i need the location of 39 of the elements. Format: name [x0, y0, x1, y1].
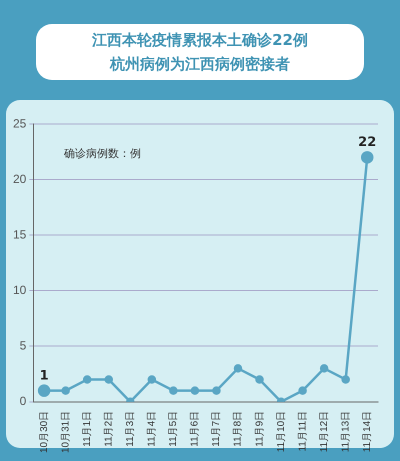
point	[61, 386, 70, 395]
x-tick-label: 11月12日	[318, 410, 330, 452]
x-tick-label: 11月4日	[146, 410, 158, 447]
point	[341, 375, 350, 384]
x-tick-label: 11月2日	[103, 410, 114, 447]
x-tick-label: 11月5日	[168, 410, 180, 447]
point	[255, 375, 264, 384]
y-tick-label: 15	[12, 227, 27, 242]
x-tick-label: 11月8日	[232, 410, 244, 447]
y-tick-label: 5	[20, 338, 27, 353]
point	[298, 386, 307, 395]
x-tick-label: 11月11日	[297, 410, 308, 452]
x-tick-label: 11月14日	[362, 410, 373, 452]
y-tick-label: 25	[12, 116, 27, 130]
x-tick-label: 11月9日	[254, 410, 266, 447]
data-label: 22	[358, 135, 376, 150]
x-tick-label: 10月30日	[38, 410, 50, 454]
x-tick-label: 10月31日	[60, 410, 72, 454]
point	[212, 386, 221, 395]
point	[320, 364, 328, 373]
x-tick-label: 11月7日	[211, 410, 222, 447]
x-tick-label: 11月10日	[276, 410, 287, 452]
x-tick-label: 11月6日	[190, 410, 201, 447]
point	[148, 375, 156, 384]
y-tick-label: 20	[12, 172, 27, 186]
y-axis-title: 确诊病例数：例	[64, 146, 141, 161]
x-tick-label: 11月13日	[340, 410, 352, 452]
chart-title: 江西本轮疫情累报本土确诊22例	[91, 30, 309, 51]
y-tick-label: 0	[20, 394, 27, 408]
chart-subtitle: 杭州病例为江西病例密接者	[108, 54, 291, 75]
point	[169, 386, 178, 395]
point	[82, 375, 92, 384]
point	[104, 375, 113, 384]
x-tick-label: 11月3日	[125, 410, 136, 447]
point	[234, 364, 242, 373]
y-tick-label: 10	[12, 282, 27, 297]
point	[190, 386, 200, 395]
x-tick-label: 11月1日	[82, 410, 93, 447]
data-label: 1	[40, 368, 49, 384]
